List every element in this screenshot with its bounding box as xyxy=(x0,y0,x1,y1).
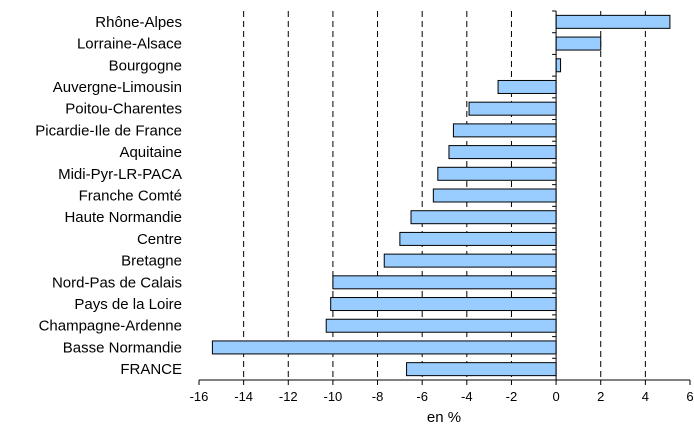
x-tick-label: -14 xyxy=(234,389,253,404)
bar xyxy=(448,145,557,160)
bar xyxy=(497,79,557,94)
x-ticks: -16 -14 -12 -10 -8 -6 -4 -2 0 2 4 6 xyxy=(190,380,694,404)
x-tick-label: 0 xyxy=(552,389,559,404)
bar xyxy=(468,101,557,116)
bar xyxy=(330,297,557,312)
bar xyxy=(325,318,557,333)
x-tick-label: -10 xyxy=(324,389,343,404)
x-axis-title: en % xyxy=(427,409,461,426)
x-tick-label: 6 xyxy=(686,389,693,404)
x-tick-label: -16 xyxy=(190,389,209,404)
category-label: Centre xyxy=(137,231,182,248)
category-label: Bretagne xyxy=(121,253,182,270)
axes xyxy=(199,10,690,381)
x-tick-label: -6 xyxy=(416,389,428,404)
category-label: Franche Comté xyxy=(79,188,182,205)
bar xyxy=(555,58,562,73)
category-label: Champagne-Ardenne xyxy=(39,318,182,335)
x-tick-label: 2 xyxy=(597,389,604,404)
bar xyxy=(437,166,557,181)
bar xyxy=(555,36,602,51)
x-tick-label: -8 xyxy=(372,389,384,404)
bars xyxy=(211,14,671,377)
category-label: Nord-Pas de Calais xyxy=(52,274,182,291)
category-label: Pays de la Loire xyxy=(74,296,182,313)
category-label: Aquitaine xyxy=(119,144,182,161)
x-tick-label: -4 xyxy=(461,389,473,404)
category-label: Bourgogne xyxy=(109,57,182,74)
category-label: Basse Normandie xyxy=(63,339,182,356)
bar xyxy=(555,14,671,29)
x-tick-label: 4 xyxy=(642,389,649,404)
bar xyxy=(452,123,557,138)
category-label: Lorraine-Alsace xyxy=(77,36,182,53)
category-labels: Rhône-Alpes Lorraine-Alsace Bourgogne Auver… xyxy=(35,14,182,378)
category-label: Poitou-Charentes xyxy=(65,101,182,118)
category-label: Rhône-Alpes xyxy=(95,14,182,31)
category-label: Picardie-Ile de France xyxy=(35,122,182,139)
category-label: FRANCE xyxy=(120,361,182,378)
bar xyxy=(383,253,557,268)
bar xyxy=(399,231,557,246)
category-label: Auvergne-Limousin xyxy=(53,79,182,96)
bar xyxy=(211,340,557,355)
bar xyxy=(432,188,557,203)
x-tick-label: -12 xyxy=(279,389,298,404)
category-label: Haute Normandie xyxy=(64,209,182,226)
bar xyxy=(332,275,557,290)
bar xyxy=(410,210,557,225)
category-label: Midi-Pyr-LR-PACA xyxy=(58,166,182,183)
x-tick-label: -2 xyxy=(506,389,518,404)
bar xyxy=(406,362,557,377)
